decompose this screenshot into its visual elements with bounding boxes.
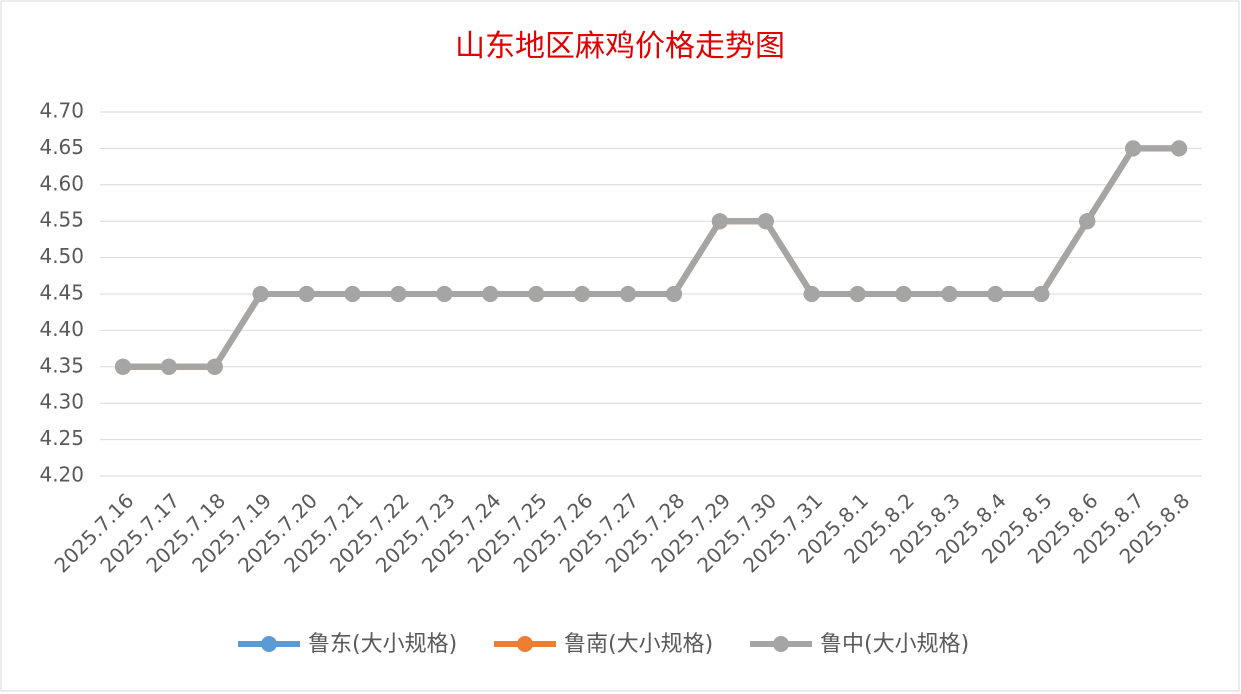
point: [206, 358, 223, 375]
y-tick-label: 4.70: [39, 99, 84, 123]
y-tick-label: 4.35: [39, 353, 84, 377]
chart-title: 山东地区麻鸡价格走势图: [455, 29, 785, 64]
y-tick-label: 4.45: [39, 281, 84, 305]
point: [114, 358, 131, 375]
y-tick-label: 4.25: [39, 426, 84, 450]
y-tick-label: 4.30: [39, 390, 84, 414]
legend-label: 鲁南(大小规格): [564, 632, 713, 657]
point: [757, 213, 774, 230]
point: [987, 286, 1004, 302]
point: [803, 286, 820, 302]
point: [390, 286, 407, 302]
y-tick-label: 4.60: [39, 171, 84, 195]
y-tick-label: 4.50: [39, 244, 84, 268]
point: [849, 286, 866, 302]
point: [895, 286, 912, 302]
point: [436, 286, 453, 302]
point: [482, 286, 499, 302]
point: [344, 286, 361, 302]
point: [574, 286, 591, 302]
y-tick-label: 4.20: [39, 463, 84, 487]
point: [252, 286, 269, 302]
y-tick-label: 4.40: [39, 317, 84, 341]
legend-label: 鲁东(大小规格): [308, 632, 457, 657]
y-tick-label: 4.55: [39, 208, 84, 232]
legend-marker: [261, 636, 277, 652]
legend-marker: [517, 636, 533, 652]
legend-label: 鲁中(大小规格): [820, 632, 969, 657]
y-tick-label: 4.65: [39, 135, 84, 159]
point: [665, 286, 682, 302]
point: [1079, 213, 1096, 230]
legend-marker: [773, 636, 789, 652]
point: [711, 213, 728, 230]
point: [160, 358, 177, 375]
point: [298, 286, 315, 302]
point: [620, 286, 637, 302]
point: [941, 286, 958, 302]
point: [1125, 140, 1142, 157]
point: [1033, 286, 1050, 302]
point: [1171, 140, 1188, 157]
point: [528, 286, 545, 302]
